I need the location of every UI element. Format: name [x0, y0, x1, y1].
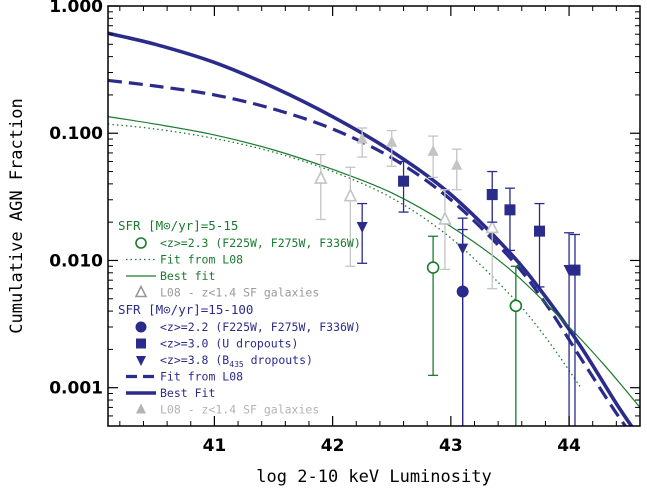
legend-entry-label: L08 - z<1.4 SF galaxies [160, 286, 319, 300]
y-tick-label: 0.010 [49, 251, 103, 271]
legend-group-header: SFR [M⊙/yr]=15-100 [118, 302, 253, 317]
legend-entry-label: Fit from L08 [160, 370, 243, 384]
marker-filled-triangle-down [356, 221, 368, 233]
marker-filled-square [136, 338, 146, 349]
marker-open-circle [509, 299, 523, 313]
legend-group-header: SFR [M⊙/yr]=5-15 [118, 218, 238, 233]
legend-entry-label: Best Fit [160, 386, 215, 400]
legend-entry-label: <z>=2.2 (F225W, F275W, F336W) [160, 320, 361, 334]
x-tick-label: 42 [321, 436, 345, 456]
legend-entry-label: Best fit [160, 269, 215, 283]
fit-curve-dotted [108, 123, 582, 389]
marker-filled-square [504, 204, 516, 216]
y-tick-label: 1.000 [49, 0, 103, 17]
legend-entry-label: <z>=3.8 (B435 dropouts) [160, 353, 313, 369]
fit-curve-thin-solid [108, 116, 640, 408]
x-tick-label: 44 [557, 436, 581, 456]
data-points [314, 127, 581, 426]
legend-entry-label: L08 - z<1.4 SF galaxies [160, 403, 319, 417]
x-tick-label: 41 [203, 436, 227, 456]
axes: 41 42 43 44 0.001 0.010 0.100 1.000 [49, 0, 640, 456]
marker-open-triangle [343, 187, 358, 202]
marker-filled-square [486, 188, 498, 200]
marker-open-triangle [314, 170, 328, 184]
marker-filled-triangle-down [457, 243, 469, 255]
marker-filled-triangle [356, 132, 368, 144]
marker-filled-triangle-down [136, 356, 146, 366]
marker-open-triangle [134, 284, 148, 298]
marker-open-circle [426, 261, 440, 274]
marker-filled-triangle [136, 403, 146, 414]
marker-open-circle [135, 237, 147, 249]
x-axis-label: log 2-10 keV Luminosity [256, 467, 491, 487]
fit-curve-dashed [108, 78, 628, 426]
marker-filled-square [534, 225, 546, 237]
marker-filled-circle [135, 321, 147, 333]
y-axis-label: Cumulative AGN Fraction [7, 98, 27, 333]
legend-entry-label: <z>=2.3 (F225W, F275W, F336W) [160, 236, 361, 250]
y-tick-label: 0.001 [49, 379, 103, 399]
marker-filled-triangle [386, 135, 398, 147]
marker-filled-triangle-down [563, 264, 575, 276]
marker-filled-square [569, 264, 581, 276]
marker-filled-triangle [427, 144, 439, 156]
marker-filled-triangle [451, 158, 463, 170]
legend-entry-label: Fit from L08 [160, 253, 243, 267]
legend-entry-label: <z>=3.0 (U dropouts) [160, 337, 298, 351]
marker-open-triangle [438, 211, 452, 225]
marker-open-triangle [485, 219, 500, 234]
y-tick-label: 0.100 [49, 124, 103, 144]
marker-filled-square [398, 175, 410, 187]
legend: SFR [M⊙/yr]=5-15 <z>=2.3 (F225W, F275W, F… [118, 218, 361, 417]
x-tick-label: 43 [439, 436, 463, 456]
plot-frame [107, 5, 641, 427]
fit-curves [108, 31, 640, 426]
fit-curve-thick-solid [108, 31, 634, 426]
